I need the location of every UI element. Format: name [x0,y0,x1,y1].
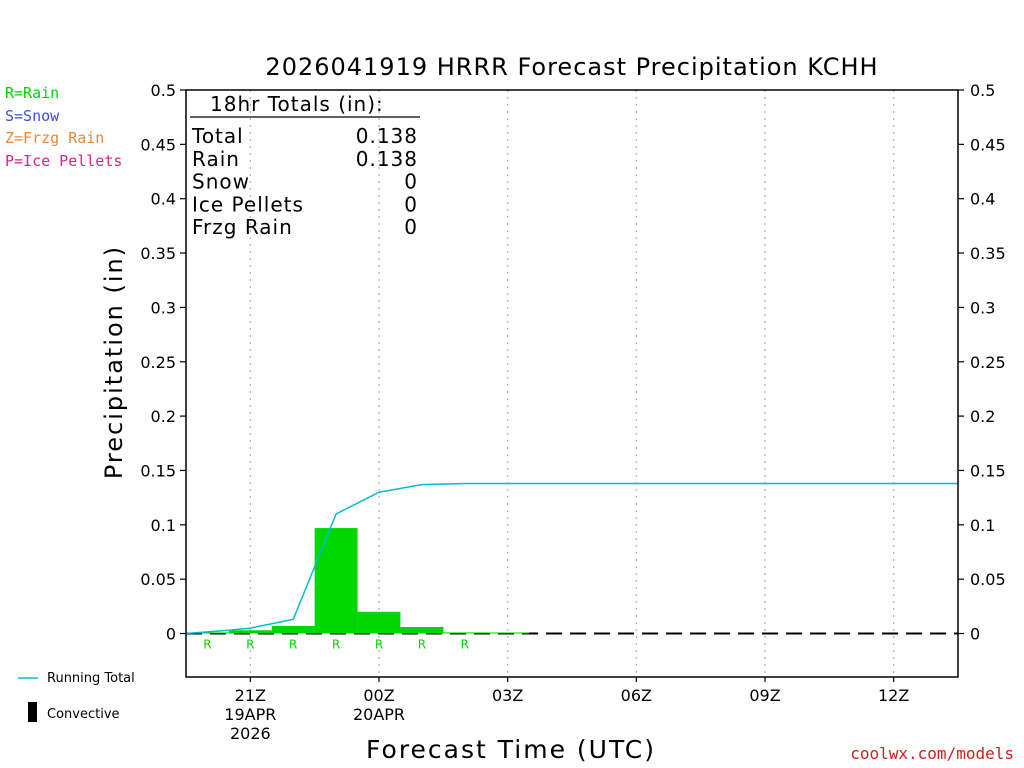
legend-convective-swatch [28,702,37,722]
y-tick-label-right-6: 0.3 [970,298,995,317]
legend-running-total-label: Running Total [47,671,135,686]
y-tick-label-right-3: 0.15 [970,461,1006,480]
bar-hour-1 [228,630,272,634]
y-tick-label-right-9: 0.45 [970,135,1006,154]
y-tick-label-left-4: 0.2 [151,407,176,426]
ptype-legend-frzg-rain: Z=Frzg Rain [5,129,105,148]
ptype-label-3: R [332,638,340,652]
totals-header: 18hr Totals (in): [210,92,384,116]
totals-value-3: 0 [404,192,418,216]
totals-label-2: Snow [192,170,250,194]
ptype-label-6: R [461,638,469,652]
bar-hour-7 [486,632,530,634]
x-tick-label-0-1: 19APR [224,705,276,724]
bar-hour-6 [443,632,487,634]
y-tick-label-left-2: 0.1 [151,516,176,535]
y-tick-label-right-10: 0.5 [970,81,995,100]
running-total-line [185,482,958,635]
x-tick-label-5-0: 12Z [878,686,909,705]
bar-hour-2 [271,625,315,634]
x-tick-label-4-0: 09Z [749,686,780,705]
bar-hour-5 [400,626,444,634]
totals-box: 18hr Totals (in): Total 0.138 Rain 0.138 Snow… [190,92,420,239]
ptype-legend-rain: R=Rain [5,84,60,102]
bar-hour-3 [314,528,358,634]
ptype-label-4: R [375,638,383,652]
y-tick-label-right-7: 0.35 [970,244,1006,263]
x-tick-label-0-0: 21Z [235,686,266,705]
ptype-label-0: R [203,638,211,652]
y-tick-label-left-0: 0 [166,625,176,644]
x-axis-label: Forecast Time (UTC) [366,735,656,764]
y-axis-label: Precipitation (in) [100,245,128,479]
ptype-legend: R=Rain S=Snow Z=Frzg Rain P=Ice Pellets [5,82,122,173]
totals-value-2: 0 [404,170,418,194]
watermark: coolwx.com/models [850,744,1014,763]
y-tick-label-left-6: 0.3 [151,298,176,317]
bottom-legend: Running Total Convective [18,671,135,722]
running-total-layer [185,482,958,635]
ptype-legend-snow: S=Snow [5,106,60,125]
ptype-legend-ice-pellets: P=Ice Pellets [5,152,123,171]
y-tick-label-right-8: 0.4 [970,190,995,209]
y-tick-label-right-1: 0.05 [970,570,1006,589]
ptype-label-5: R [418,638,426,652]
totals-label-0: Total [191,124,244,148]
totals-value-0: 0.138 [356,124,418,148]
x-tick-label-2-0: 03Z [492,686,523,705]
axes-layer: 0 00.05 0.050.1 0.10.15 0.150.2 0.20.25 0.250.… [140,81,1005,743]
y-tick-label-right-2: 0.1 [970,516,995,535]
bar-hour-4 [357,611,401,634]
totals-label-1: Rain [192,147,240,171]
y-tick-label-left-8: 0.4 [151,190,176,209]
totals-label-4: Frzg Rain [192,215,293,239]
y-tick-label-right-0: 0 [970,625,980,644]
totals-label-3: Ice Pellets [192,192,304,216]
x-tick-label-3-0: 06Z [621,686,652,705]
x-tick-label-0-2: 2026 [230,724,271,743]
grid-layer [186,90,958,677]
y-tick-label-left-9: 0.45 [140,135,176,154]
totals-value-4: 0 [404,215,418,239]
y-tick-label-left-1: 0.05 [140,570,176,589]
y-tick-label-right-5: 0.25 [970,353,1006,372]
bar-hour-0 [186,632,229,634]
y-tick-label-left-3: 0.15 [140,461,176,480]
ptype-label-2: R [289,638,297,652]
ptype-label-1: R [246,638,254,652]
chart-title: 2026041919 HRRR Forecast Precipitation K… [265,53,878,81]
y-tick-label-right-4: 0.2 [970,407,995,426]
totals-value-1: 0.138 [356,147,418,171]
plot-frame [185,89,959,678]
x-tick-label-1-0: 00Z [363,686,394,705]
y-tick-label-left-5: 0.25 [140,353,176,372]
y-tick-label-left-7: 0.35 [140,244,176,263]
y-tick-label-left-10: 0.5 [151,81,176,100]
bars-layer [186,528,530,634]
legend-convective-label: Convective [47,707,120,722]
x-tick-label-1-1: 20APR [353,705,405,724]
